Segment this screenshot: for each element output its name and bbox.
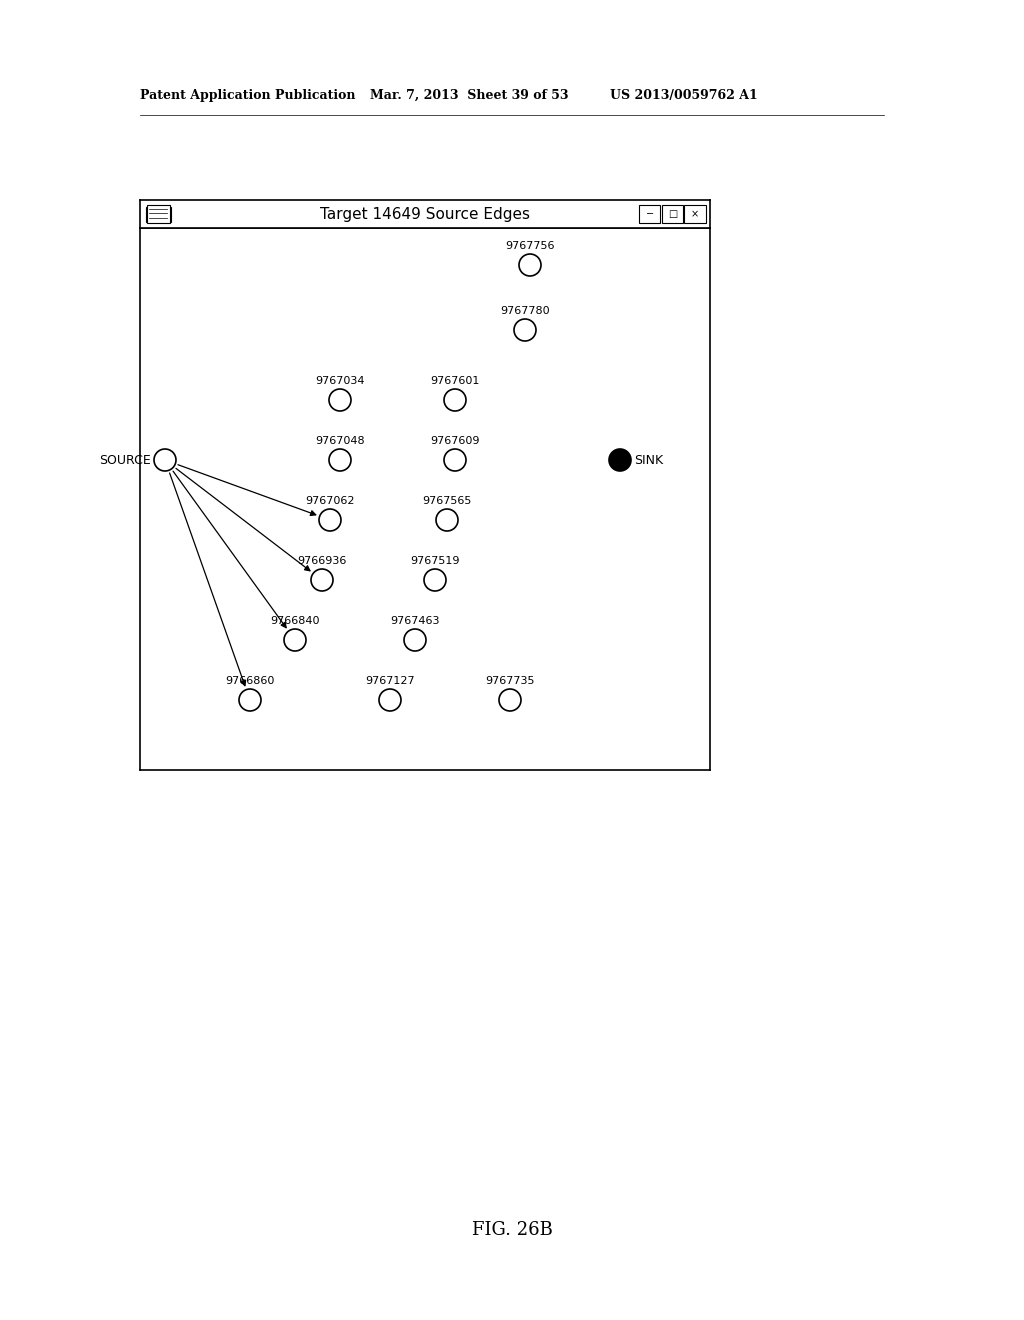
Circle shape [319, 510, 341, 531]
Circle shape [239, 689, 261, 711]
Text: 9767127: 9767127 [366, 676, 415, 686]
Text: SOURCE: SOURCE [99, 454, 151, 466]
Bar [662, 205, 683, 223]
Circle shape [436, 510, 458, 531]
Circle shape [514, 319, 536, 341]
Text: Target 14649 Source Edges: Target 14649 Source Edges [319, 206, 530, 222]
Circle shape [519, 253, 541, 276]
Circle shape [444, 449, 466, 471]
Circle shape [609, 449, 631, 471]
Text: 9766936: 9766936 [297, 556, 347, 566]
Text: FIG. 26B: FIG. 26B [472, 1221, 552, 1239]
Text: SINK: SINK [634, 454, 664, 466]
Text: US 2013/0059762 A1: US 2013/0059762 A1 [610, 88, 758, 102]
Text: 9767735: 9767735 [485, 676, 535, 686]
Text: ×: × [691, 209, 699, 219]
Circle shape [284, 630, 306, 651]
Text: 9766840: 9766840 [270, 616, 319, 626]
Circle shape [499, 689, 521, 711]
Text: 9767780: 9767780 [500, 306, 550, 315]
Circle shape [311, 569, 333, 591]
Text: □: □ [668, 209, 677, 219]
Bar [146, 205, 170, 223]
Text: −: − [645, 209, 653, 219]
FancyBboxPatch shape [145, 207, 171, 222]
Circle shape [329, 449, 351, 471]
Circle shape [444, 389, 466, 411]
Text: 9767463: 9767463 [390, 616, 439, 626]
Text: 9767048: 9767048 [315, 436, 365, 446]
Circle shape [404, 630, 426, 651]
Text: 9767609: 9767609 [430, 436, 480, 446]
Circle shape [329, 389, 351, 411]
Bar [639, 205, 660, 223]
Text: 9767601: 9767601 [430, 376, 479, 385]
Circle shape [379, 689, 401, 711]
Text: 9767519: 9767519 [411, 556, 460, 566]
Circle shape [424, 569, 446, 591]
Text: Mar. 7, 2013  Sheet 39 of 53: Mar. 7, 2013 Sheet 39 of 53 [370, 88, 568, 102]
Text: 9767034: 9767034 [315, 376, 365, 385]
Text: 9767756: 9767756 [505, 242, 555, 251]
Text: Patent Application Publication: Patent Application Publication [140, 88, 355, 102]
Bar [684, 205, 706, 223]
Circle shape [154, 449, 176, 471]
Text: 9767062: 9767062 [305, 496, 354, 506]
Text: 9767565: 9767565 [422, 496, 472, 506]
Text: 9766860: 9766860 [225, 676, 274, 686]
